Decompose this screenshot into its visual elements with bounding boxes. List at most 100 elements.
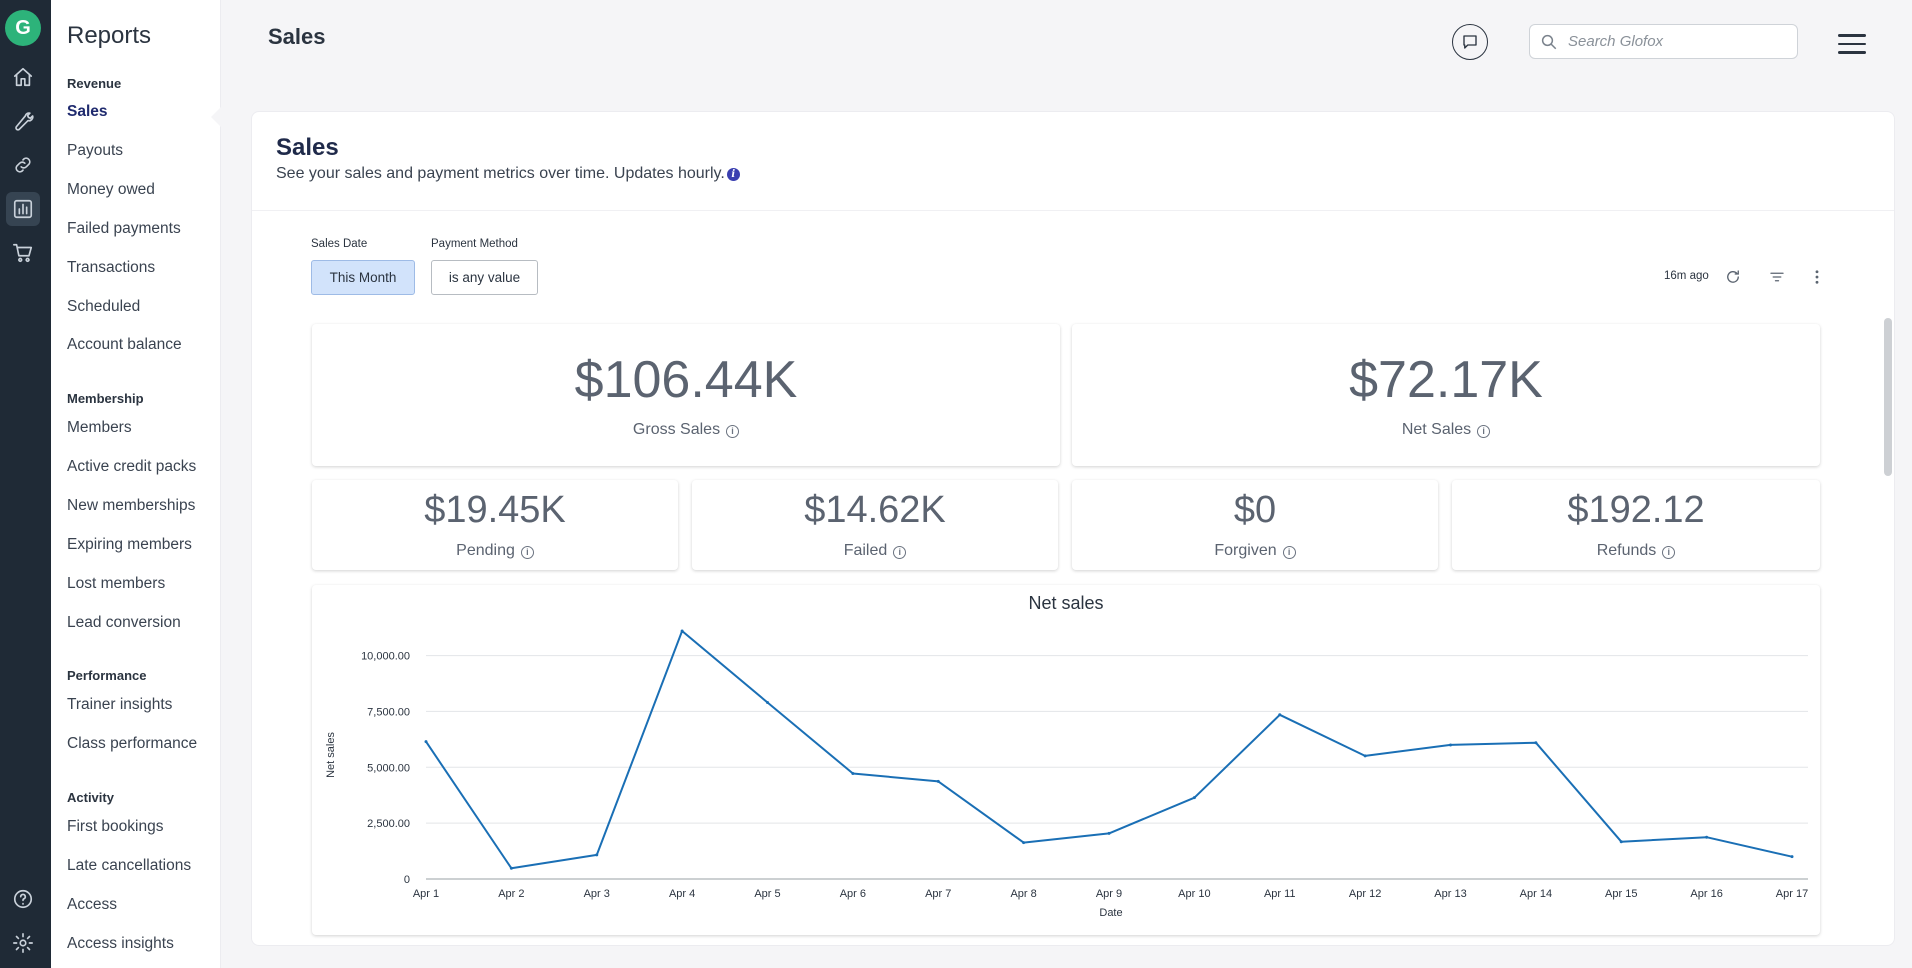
search-input[interactable] <box>1568 33 1788 50</box>
last-updated: 16m ago <box>1664 270 1709 282</box>
info-icon[interactable]: i <box>1282 546 1296 559</box>
sidebar-title: Reports <box>67 22 152 49</box>
sidebar-item-access[interactable]: Access <box>67 896 117 913</box>
data-point <box>595 853 599 857</box>
sidebar-item-expiring-members[interactable]: Expiring members <box>67 536 192 553</box>
chat-button[interactable] <box>1452 24 1488 60</box>
refunds-value: $192.12 <box>1567 489 1705 531</box>
reports-icon[interactable] <box>6 192 40 226</box>
menu-icon[interactable] <box>1838 34 1866 54</box>
net-sales-tile: $72.17K Net Sales i <box>1072 324 1820 466</box>
gross-sales-label-text: Gross Sales <box>632 421 721 438</box>
refresh-icon[interactable] <box>1724 268 1742 286</box>
x-tick-label: Apr 15 <box>1605 888 1637 900</box>
sales-date-label: Sales Date <box>311 238 368 250</box>
wrench-icon[interactable] <box>6 104 40 138</box>
x-tick-label: Apr 11 <box>1264 888 1296 900</box>
section-performance: Performance <box>67 668 147 683</box>
section-activity: Activity <box>67 790 114 805</box>
net-sales-label: Net Sales i <box>1072 421 1820 439</box>
info-icon[interactable]: i <box>726 425 740 438</box>
info-icon[interactable]: i <box>1662 546 1676 559</box>
payment-method-filter[interactable]: is any value <box>431 260 538 295</box>
link-icon[interactable] <box>6 148 40 182</box>
info-icon[interactable]: i <box>520 546 534 559</box>
glofox-logo-icon[interactable]: G <box>5 10 41 46</box>
data-point <box>1619 840 1623 844</box>
sales-date-filter[interactable]: This Month <box>311 260 415 295</box>
sidebar-item-class-performance[interactable]: Class performance <box>67 735 198 752</box>
data-point <box>1534 741 1538 745</box>
settings-icon[interactable] <box>6 926 40 960</box>
pending-tile: $19.45K Pending i <box>312 480 678 570</box>
failed-label-text: Failed <box>843 542 888 559</box>
sidebar-item-members[interactable]: Members <box>67 419 132 436</box>
gross-sales-value: $106.44K <box>574 351 798 409</box>
card-title: Sales <box>276 134 339 161</box>
sidebar-item-new-memberships[interactable]: New memberships <box>67 497 196 514</box>
chat-icon <box>1463 35 1477 49</box>
data-point <box>936 779 940 783</box>
sidebar-item-access-insights[interactable]: Access insights <box>67 935 174 952</box>
data-point <box>1449 743 1452 747</box>
sidebar-item-money-owed[interactable]: Money owed <box>67 181 155 198</box>
x-tick-label: Apr 3 <box>584 888 610 900</box>
refunds-label: Refunds i <box>1452 542 1820 560</box>
data-point <box>424 740 428 744</box>
sidebar-item-late-cancellations[interactable]: Late cancellations <box>67 857 192 874</box>
sidebar-item-failed-payments[interactable]: Failed payments <box>67 220 181 237</box>
sidebar-item-lost-members[interactable]: Lost members <box>67 575 166 592</box>
y-tick-label: 5,000.00 <box>367 762 410 774</box>
pending-label: Pending i <box>312 542 678 560</box>
failed-value: $14.62K <box>804 489 946 531</box>
sidebar-item-trainer-insights[interactable]: Trainer insights <box>67 696 173 713</box>
icon-rail: G <box>0 0 51 968</box>
card-subtitle-text: See your sales and payment metrics over … <box>276 165 725 182</box>
net-sales-label-text: Net Sales <box>1401 421 1472 438</box>
net-sales-chart-svg: Net sales 0 2,500.00 5,000.00 7,500.00 10,000… <box>325 593 1808 919</box>
x-tick-label: Apr 4 <box>669 888 695 900</box>
x-tick-label: Apr 2 <box>498 888 524 900</box>
sidebar-item-account-balance[interactable]: Account balance <box>67 336 182 353</box>
data-point <box>1192 796 1196 800</box>
sidebar-item-scheduled[interactable]: Scheduled <box>67 298 141 315</box>
forgiven-tile: $0 Forgiven i <box>1072 480 1438 570</box>
failed-label: Failed i <box>692 542 1058 560</box>
chart-title: Net sales <box>1028 593 1103 613</box>
x-tick-label: Apr 8 <box>1010 888 1036 900</box>
section-revenue: Revenue <box>67 76 122 91</box>
y-tick-label: 7,500.00 <box>367 706 410 718</box>
x-tick-label: Apr 17 <box>1776 888 1808 900</box>
data-point <box>509 866 513 870</box>
info-icon[interactable]: i <box>1477 425 1491 438</box>
sidebar-item-first-bookings[interactable]: First bookings <box>67 818 164 835</box>
divider <box>252 210 1894 211</box>
filter-icon[interactable] <box>1768 268 1786 286</box>
y-tick-label: 0 <box>404 874 410 886</box>
more-options-icon[interactable] <box>1808 268 1826 286</box>
info-icon[interactable]: i <box>893 546 907 559</box>
x-tick-label: Apr 7 <box>925 888 951 900</box>
failed-tile: $14.62K Failed i <box>692 480 1058 570</box>
cart-icon[interactable] <box>6 236 40 270</box>
y-tick-label: 10,000.00 <box>361 651 410 663</box>
dashboard-scrollbar[interactable] <box>1884 318 1892 476</box>
refunds-tile: $192.12 Refunds i <box>1452 480 1820 570</box>
sidebar-item-transactions[interactable]: Transactions <box>67 259 156 276</box>
section-membership: Membership <box>67 391 144 406</box>
sidebar-item-payouts[interactable]: Payouts <box>67 142 124 159</box>
x-tick-label: Apr 1 <box>413 888 439 900</box>
sidebar-item-lead-conversion[interactable]: Lead conversion <box>67 614 181 631</box>
data-point <box>1107 831 1111 835</box>
pending-label-text: Pending <box>456 542 515 559</box>
info-icon[interactable]: i <box>726 168 740 181</box>
forgiven-value: $0 <box>1233 489 1277 531</box>
home-icon[interactable] <box>6 60 40 94</box>
x-tick-label: Apr 6 <box>840 888 866 900</box>
help-icon[interactable] <box>6 882 40 916</box>
x-tick-label: Apr 14 <box>1520 888 1552 900</box>
y-axis-label: Net sales <box>325 732 337 778</box>
sidebar-item-sales[interactable]: Sales <box>67 103 108 120</box>
sidebar-item-active-credit-packs[interactable]: Active credit packs <box>67 458 197 475</box>
search-box[interactable] <box>1529 24 1798 59</box>
